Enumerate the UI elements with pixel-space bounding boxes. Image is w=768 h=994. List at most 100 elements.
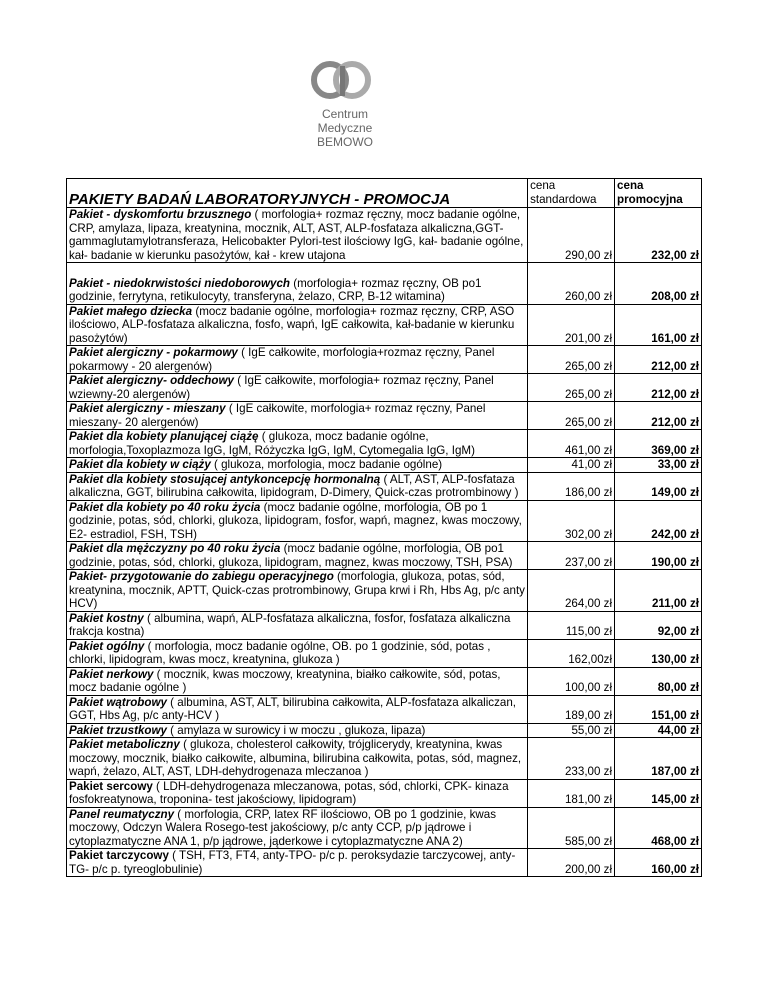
package-cell: Pakiet małego dziecka (mocz badanie ogól… xyxy=(65,303,529,346)
package-name: Pakiet wątrobowy xyxy=(69,695,167,709)
promo-price: 130,00 zł xyxy=(614,638,702,668)
promo-price: 212,00 zł xyxy=(614,401,702,430)
standard-price: 290,00 zł xyxy=(527,207,616,263)
table-row: Pakiet sercowy ( LDH-dehydrogenaza mlecz… xyxy=(65,778,702,808)
table-row: Pakiet tarczycowy ( TSH, FT3, FT4, anty-… xyxy=(65,848,702,877)
standard-price: 237,00 zł xyxy=(527,541,616,570)
table-row: Pakiet trzustkowy ( amylaza w surowicy i… xyxy=(65,722,702,738)
package-desc: ( glukoza, cholesterol całkowity, trójgl… xyxy=(69,738,522,778)
package-name: Pakiet dla kobiety po 40 roku życia xyxy=(69,500,261,514)
package-name: Pakiet nerkowy xyxy=(69,667,154,681)
package-cell: Pakiet alergiczny - pokarmowy ( IgE całk… xyxy=(65,345,529,374)
package-cell: Pakiet - dyskomfortu brzusznego ( morfol… xyxy=(65,207,529,263)
promo-price: 149,00 zł xyxy=(614,471,702,501)
standard-price: 233,00 zł xyxy=(527,737,616,780)
package-desc: ( IgE całkowite, morfologia+rozmaz ręczn… xyxy=(69,346,495,373)
package-desc: ( ALT, AST, ALP-fosfataza alkaliczna, GG… xyxy=(69,472,519,500)
standard-price: 201,00 zł xyxy=(527,303,616,346)
package-cell: Pakiet dla mężczyzny po 40 roku życia (m… xyxy=(65,541,529,570)
promo-price: 190,00 zł xyxy=(614,541,702,570)
logo-line2: Medyczne xyxy=(318,121,373,135)
package-name: Pakiet metaboliczny xyxy=(69,738,180,751)
standard-price: 461,00 zł xyxy=(527,429,616,458)
table-row: Pakiet małego dziecka (mocz badanie ogól… xyxy=(65,303,702,346)
table-row: Pakiet wątrobowy ( albumina, AST, ALT, b… xyxy=(65,694,702,724)
centrum-medyczne-logo: Centrum Medyczne BEMOWO xyxy=(311,61,373,149)
package-name: Pakiet dla kobiety planującej ciążę xyxy=(69,430,259,443)
promo-price: 44,00 zł xyxy=(614,722,702,738)
package-name: Pakiet trzustkowy xyxy=(69,723,167,737)
promo-price: 187,00 zł xyxy=(614,737,702,780)
promo-price: 212,00 zł xyxy=(614,373,702,402)
package-cell: Pakiet ogólny ( morfologia, mocz badanie… xyxy=(65,638,529,668)
price-table: PAKIETY BADAŃ LABORATORYJNYCH - PROMOCJA… xyxy=(65,178,702,877)
package-name: Pakiet alergiczny- oddechowy xyxy=(69,374,234,387)
table-row: Pakiet metaboliczny ( glukoza, cholester… xyxy=(65,737,702,780)
package-desc: (morfologia+ rozmaz ręczny, OB po1 godzi… xyxy=(69,276,482,304)
standard-price: 302,00 zł xyxy=(527,499,616,542)
table-row: Pakiet dla mężczyzny po 40 roku życia (m… xyxy=(65,541,702,570)
package-cell: Pakiet- przygotowanie do zabiegu operacy… xyxy=(65,569,529,612)
package-desc: (mocz badanie ogólne, morfologia, OB po … xyxy=(69,500,522,541)
package-name: Pakiet tarczycowy xyxy=(69,849,169,862)
table-header: PAKIETY BADAŃ LABORATORYJNYCH - PROMOCJA… xyxy=(65,178,702,208)
package-desc: ( IgE całkowite, morfologia+ rozmaz ręcz… xyxy=(69,402,486,429)
package-name: Panel reumatyczny xyxy=(69,807,175,821)
package-name: Pakiet - niedokrwistości niedoborowych xyxy=(69,276,290,290)
table-row: Pakiet dla kobiety stosującej antykoncep… xyxy=(65,471,702,501)
package-name: Pakiet dla mężczyzny po 40 roku życia xyxy=(69,542,281,555)
package-cell: Pakiet - niedokrwistości niedoborowych (… xyxy=(65,262,529,305)
promo-price: 208,00 zł xyxy=(614,262,702,305)
col-promo-header: cena promocyjna xyxy=(614,178,702,208)
table-row: Pakiet dla kobiety planującej ciążę ( gl… xyxy=(65,429,702,458)
promo-price: 211,00 zł xyxy=(614,569,702,612)
page-title: PAKIETY BADAŃ LABORATORYJNYCH - PROMOCJA xyxy=(69,190,451,208)
standard-price: 265,00 zł xyxy=(527,401,616,430)
standard-price: 162,00zł xyxy=(527,638,616,668)
package-desc: ( TSH, FT3, FT4, anty-TPO- p/c p. peroks… xyxy=(69,849,516,876)
table-row: Pakiet ogólny ( morfologia, mocz badanie… xyxy=(65,638,702,668)
promo-price: 161,00 zł xyxy=(614,303,702,346)
promo-price: 369,00 zł xyxy=(614,429,702,458)
promo-price: 33,00 zł xyxy=(614,457,702,473)
package-desc: ( glukoza, mocz badanie ogólne, morfolog… xyxy=(69,430,475,457)
package-name: Pakiet - dyskomfortu brzusznego xyxy=(69,208,252,221)
standard-price: 265,00 zł xyxy=(527,373,616,402)
standard-price: 115,00 zł xyxy=(527,610,616,640)
table-row: Pakiet - dyskomfortu brzusznego ( morfol… xyxy=(65,207,702,263)
promo-price: 92,00 zł xyxy=(614,610,702,640)
package-cell: Pakiet dla kobiety planującej ciążę ( gl… xyxy=(65,429,529,458)
standard-price: 181,00 zł xyxy=(527,778,616,808)
package-name: Pakiet ogólny xyxy=(69,639,145,653)
package-cell: Pakiet wątrobowy ( albumina, AST, ALT, b… xyxy=(65,694,529,724)
promo-price: 242,00 zł xyxy=(614,499,702,542)
standard-price: 265,00 zł xyxy=(527,345,616,374)
package-cell: Pakiet nerkowy ( mocznik, kwas moczowy, … xyxy=(65,666,529,696)
package-name: Pakiet dla kobiety w ciąży xyxy=(69,458,211,471)
promo-price: 468,00 zł xyxy=(614,806,702,849)
promo-price: 151,00 zł xyxy=(614,694,702,724)
package-desc: ( albumina, AST, ALT, bilirubina całkowi… xyxy=(69,695,517,723)
package-desc: ( IgE całkowite, morfologia+ rozmaz ręcz… xyxy=(69,374,494,401)
standard-price: 200,00 zł xyxy=(527,848,616,877)
table-row: Pakiet kostny ( albumina, wapń, ALP-fosf… xyxy=(65,610,702,640)
table-row: Pakiet alergiczny- oddechowy ( IgE całko… xyxy=(65,373,702,402)
package-cell: Pakiet sercowy ( LDH-dehydrogenaza mlecz… xyxy=(65,778,529,808)
promo-price: 232,00 zł xyxy=(614,207,702,263)
logo-line3: BEMOWO xyxy=(317,135,373,149)
standard-price: 189,00 zł xyxy=(527,694,616,724)
package-cell: Panel reumatyczny ( morfologia, CRP, lat… xyxy=(65,806,529,849)
package-name: Pakiet alergiczny - mieszany xyxy=(69,402,226,415)
package-cell: Pakiet trzustkowy ( amylaza w surowicy i… xyxy=(65,722,529,738)
package-cell: Pakiet dla kobiety stosującej antykoncep… xyxy=(65,471,529,501)
standard-price: 585,00 zł xyxy=(527,806,616,849)
table-row: Pakiet - niedokrwistości niedoborowych (… xyxy=(65,262,702,305)
table-row: Pakiet alergiczny - mieszany ( IgE całko… xyxy=(65,401,702,430)
package-cell: Pakiet dla kobiety po 40 roku życia (moc… xyxy=(65,499,529,542)
standard-price: 41,00 zł xyxy=(527,457,616,473)
promo-price: 80,00 zł xyxy=(614,666,702,696)
package-cell: Pakiet tarczycowy ( TSH, FT3, FT4, anty-… xyxy=(65,848,529,877)
promo-price: 145,00 zł xyxy=(614,778,702,808)
standard-price: 264,00 zł xyxy=(527,569,616,612)
package-cell: Pakiet dla kobiety w ciąży ( glukoza, mo… xyxy=(65,457,529,473)
